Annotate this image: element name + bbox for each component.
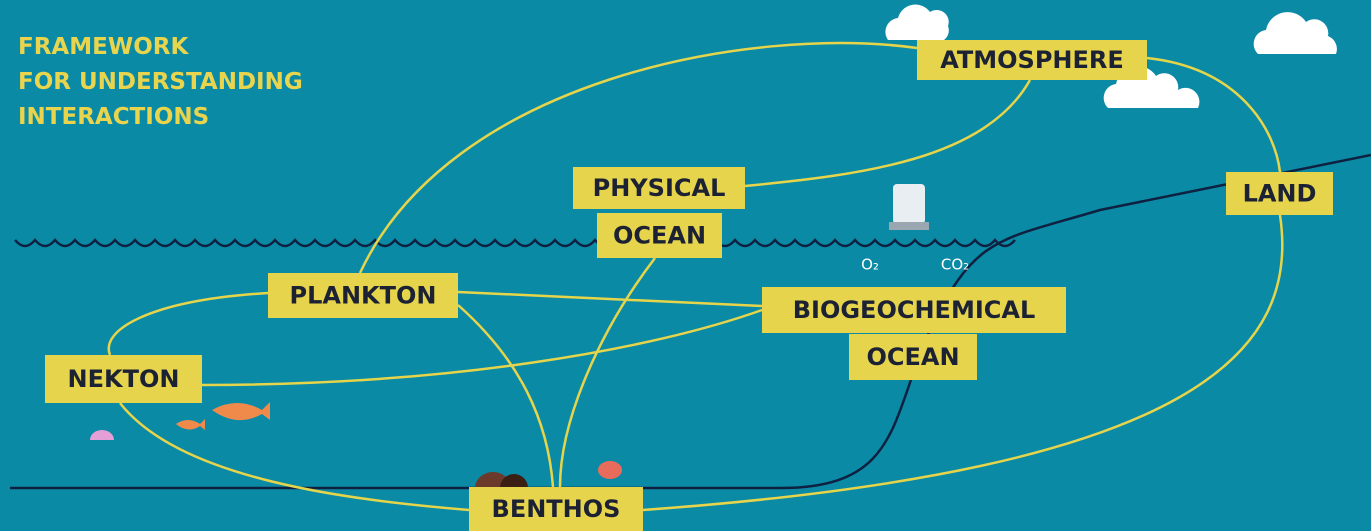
node-label: OCEAN	[866, 343, 959, 371]
diagram: FRAMEWORK FOR UNDERSTANDING INTERACTIONS…	[0, 0, 1371, 531]
node-label: LAND	[1243, 180, 1317, 208]
title-line: INTERACTIONS	[18, 104, 209, 130]
node-label: BIOGEOCHEMICAL	[793, 296, 1036, 324]
title-line: FRAMEWORK	[18, 34, 189, 60]
node-label: PLANKTON	[290, 282, 437, 310]
node-label: NEKTON	[68, 365, 180, 393]
gas-label: CO₂	[941, 256, 969, 274]
title-line: FOR UNDERSTANDING	[18, 69, 303, 95]
gas-label: O₂	[861, 256, 879, 274]
node-label: BENTHOS	[492, 495, 621, 523]
node-label: OCEAN	[613, 222, 706, 250]
node-label: PHYSICAL	[593, 174, 726, 202]
node-label: ATMOSPHERE	[940, 46, 1124, 74]
